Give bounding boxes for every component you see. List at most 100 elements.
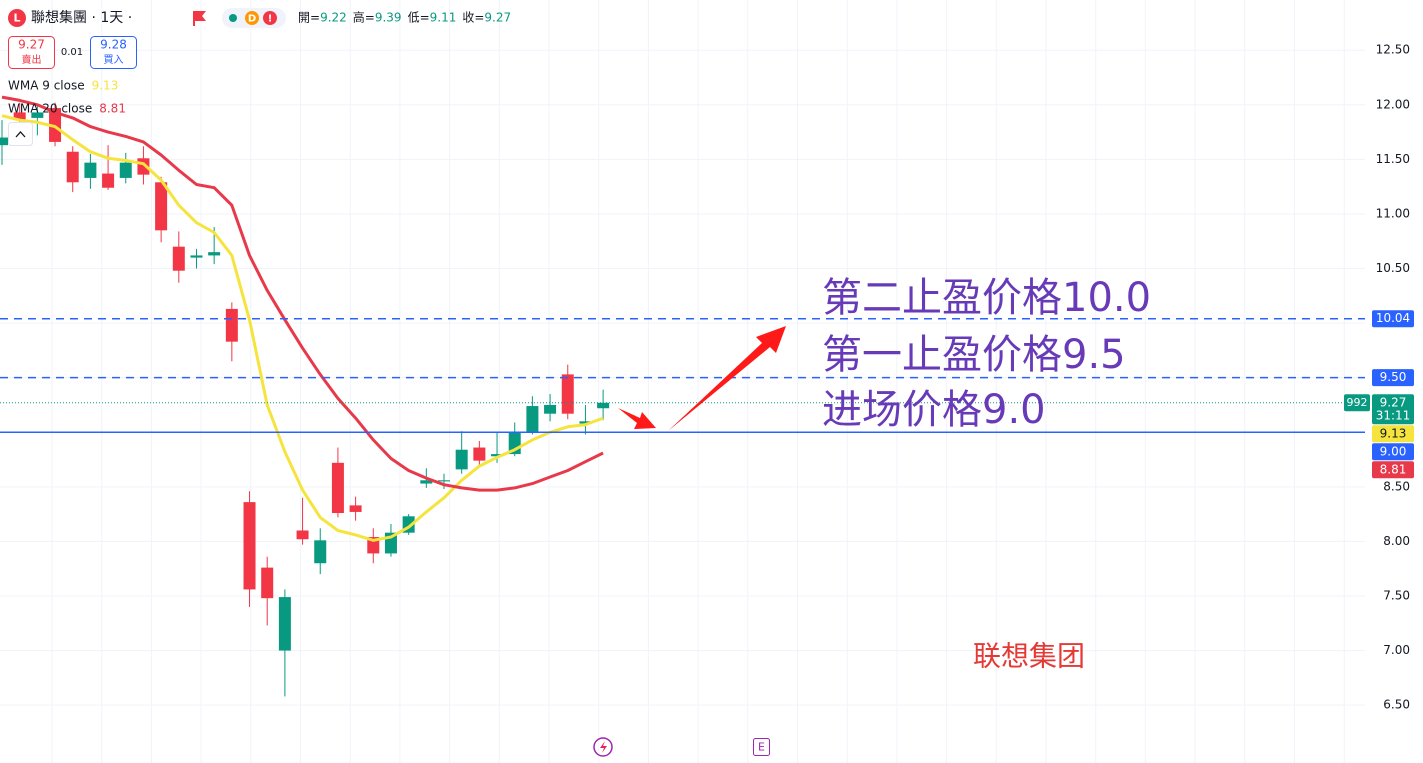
- annotation: 联想集团: [973, 640, 1085, 673]
- price-label-box: [1372, 394, 1414, 425]
- y-tick-label: 12.50: [1376, 43, 1410, 57]
- ohlc-value: 9.11: [430, 11, 457, 25]
- volume-tag: 992: [1347, 396, 1368, 409]
- candle-body: [349, 505, 362, 512]
- status-dot: [229, 14, 237, 22]
- candle-body: [473, 447, 486, 461]
- sell-price: 9.27: [18, 38, 45, 52]
- indicator-value: 8.81: [99, 102, 126, 116]
- indicator-line: [1, 114, 604, 542]
- y-tick-label: 7.00: [1383, 643, 1410, 657]
- flag-icon[interactable]: [193, 11, 206, 26]
- price-label: 9.13: [1380, 426, 1407, 440]
- candle-body: [491, 454, 504, 457]
- candle-body: [561, 374, 574, 414]
- y-tick-label: 8.00: [1383, 534, 1410, 548]
- candle-body: [331, 462, 344, 514]
- ohlc-label: 收=: [462, 11, 484, 25]
- annotation: 第一止盈价格9.5: [822, 332, 1126, 378]
- y-tick-label: 11.00: [1376, 206, 1410, 220]
- candle-body: [172, 246, 185, 271]
- price-label-box: [1372, 310, 1414, 328]
- candle-body: [526, 406, 539, 433]
- price-label-box: [1372, 369, 1414, 387]
- collapse-icon: [15, 131, 26, 138]
- indicator-line: [1, 95, 604, 492]
- collapse-button[interactable]: [8, 122, 33, 146]
- price-label: 10.04: [1376, 311, 1410, 325]
- candle-body: [544, 404, 557, 414]
- sell-button[interactable]: [8, 36, 55, 69]
- buy-button[interactable]: [90, 36, 137, 69]
- candle-body: [278, 597, 291, 651]
- symbol-icon: [8, 9, 26, 27]
- volume-tag-box: [1344, 394, 1370, 412]
- ohlc-value: 9.22: [320, 11, 347, 25]
- candle-body: [508, 432, 521, 455]
- candle-body: [13, 112, 26, 121]
- arrow: [618, 408, 656, 429]
- grid: [0, 0, 1365, 763]
- candle-body: [579, 421, 592, 424]
- candle-body: [119, 162, 132, 178]
- candle-body: [296, 530, 309, 540]
- candle-body: [66, 151, 79, 183]
- buy-label: 買入: [104, 54, 124, 66]
- annotation: 第二止盈价格10.0: [822, 275, 1151, 321]
- y-tick-label: 12.00: [1376, 97, 1410, 111]
- event-bolt: [600, 741, 607, 753]
- candle-body: [225, 308, 238, 342]
- indicator-value: 9.13: [92, 79, 119, 93]
- symbol-icon-text: L: [13, 12, 20, 25]
- arrow: [668, 326, 786, 431]
- event-icon[interactable]: [593, 737, 613, 757]
- candle-body: [0, 137, 8, 146]
- price-axis: 6.507.007.508.008.509.009.5010.0010.5011…: [1344, 43, 1414, 712]
- price-label: 9.00: [1380, 444, 1407, 458]
- candle-body: [438, 480, 450, 482]
- candle-body: [190, 255, 203, 258]
- candle-body: [261, 567, 274, 599]
- ohlc-value: 9.27: [484, 11, 511, 25]
- annotation: 进场价格9.0: [822, 387, 1046, 433]
- price-label: 9.27: [1380, 395, 1407, 409]
- candle-body: [31, 112, 44, 118]
- candle-body: [84, 162, 97, 178]
- price-label-box: [1372, 443, 1414, 461]
- earnings-icon[interactable]: [753, 738, 770, 756]
- price-label: 9.50: [1380, 370, 1407, 384]
- sell-label: 賣出: [22, 53, 42, 66]
- earnings-text: E: [758, 741, 765, 754]
- spread: 0.01: [61, 47, 83, 58]
- price-label-box: [1372, 425, 1414, 443]
- badge: [245, 11, 259, 25]
- ohlc-label: 低=: [408, 11, 430, 25]
- price-label-box: [1372, 461, 1414, 479]
- candle-body: [314, 540, 327, 564]
- candle-body: [597, 402, 610, 409]
- indicator-name: WMA 9 close: [8, 79, 85, 93]
- price-label: 8.81: [1380, 462, 1407, 476]
- badge-text: D: [248, 14, 256, 25]
- ohlc-label: 開=: [298, 11, 320, 25]
- candle-body: [208, 252, 221, 256]
- candle-body: [102, 173, 115, 188]
- y-tick-label: 10.50: [1376, 261, 1410, 275]
- y-tick-label: 8.50: [1383, 479, 1410, 493]
- symbol-title[interactable]: 聯想集團 · 1天 ·: [31, 9, 132, 26]
- candle-body: [49, 108, 62, 142]
- y-tick-label: 11.50: [1376, 152, 1410, 166]
- buy-price: 9.28: [100, 38, 127, 52]
- plot: 第二止盈价格10.0 第一止盈价格9.5 进场价格9.0 联想集团: [0, 95, 1365, 697]
- ohlc-value: 9.39: [375, 11, 402, 25]
- indicator-name: WMA 20 close: [8, 102, 92, 116]
- ohlc-label: 高=: [353, 10, 375, 25]
- candle-body: [455, 449, 468, 470]
- alert-text: !: [268, 14, 273, 25]
- candle-body: [243, 502, 256, 590]
- candle-body: [420, 480, 433, 484]
- y-tick-label: 7.50: [1383, 588, 1410, 602]
- candle-body: [155, 182, 168, 231]
